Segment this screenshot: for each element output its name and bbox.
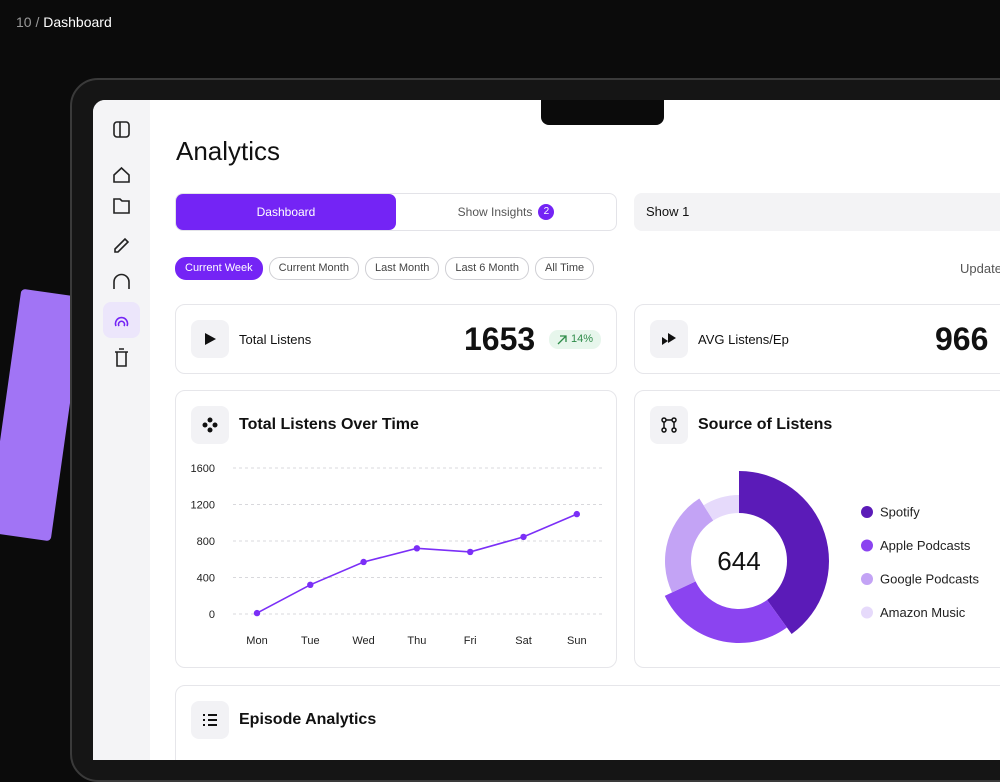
point	[253, 609, 261, 617]
stat-icon	[650, 320, 688, 358]
tab[interactable]: Dashboard	[176, 194, 396, 230]
point	[307, 581, 314, 588]
chart-icon	[650, 406, 688, 444]
stat-label: Total Listens	[239, 332, 312, 347]
page-title: Analytics	[176, 136, 281, 166]
icon-folder[interactable]	[113, 198, 130, 214]
stat-value: 966	[935, 321, 989, 357]
donut-segment	[665, 498, 714, 593]
x-tick-label: Mon	[246, 635, 267, 647]
x-tick-label: Sun	[567, 635, 587, 647]
tab[interactable]: Show Insights 2	[396, 194, 616, 230]
donut-segment	[739, 471, 829, 635]
y-tick-label: 0	[209, 609, 215, 621]
icon-home[interactable]	[113, 166, 130, 183]
tab-label: Dashboard	[256, 205, 316, 219]
point	[573, 510, 580, 518]
nodes-icon	[661, 417, 677, 433]
charts: 0 400 800 1200 1600 Mon Tue Wed Thu Fri Sat Sun Spot…	[191, 463, 980, 647]
dots-icon	[202, 417, 218, 433]
list-icon-box	[191, 701, 229, 739]
filters: Current Week Current Month Last Month Last …	[175, 257, 595, 280]
breadcrumb-number: 10	[16, 14, 32, 30]
legend-label: Amazon Music	[880, 605, 966, 620]
stat-icon	[191, 320, 229, 358]
donut-segment	[703, 495, 739, 521]
episode-title: Episode Analytics	[239, 711, 377, 728]
show-select[interactable]: Show 1	[634, 193, 1000, 231]
tabs: Dashboard Show Insights 2	[175, 193, 617, 231]
chart-icon	[191, 406, 229, 444]
x-tick-label: Tue	[301, 635, 320, 647]
notch	[541, 100, 664, 125]
point	[520, 533, 527, 541]
list-icon	[203, 714, 217, 726]
active-nav[interactable]	[103, 302, 140, 338]
breadcrumb: 10 / Dashboard	[16, 14, 112, 30]
stat-change: 14%	[549, 330, 602, 349]
filter-pill[interactable]: All Time	[534, 257, 595, 280]
stat-card: AVG Listens/Ep 966	[634, 304, 1000, 374]
donut-segment	[664, 581, 787, 643]
point	[413, 545, 421, 552]
icon-analytics	[114, 316, 129, 327]
chart-title: Source of Listens	[698, 416, 833, 433]
y-tick-label: 800	[197, 536, 215, 548]
legend-swatch	[861, 539, 873, 552]
filter-pill[interactable]: Current Week	[175, 257, 263, 280]
episode-card: Episode Analytics	[175, 685, 1000, 760]
update-label: Update	[960, 261, 1000, 276]
x-tick-label: Sat	[515, 635, 532, 647]
tab-badge: 2	[538, 204, 555, 220]
icon-trash[interactable]	[115, 348, 128, 367]
point	[467, 548, 474, 556]
legend-swatch	[861, 573, 873, 585]
tab-label: Show Insights	[457, 205, 533, 219]
legend-label: Spotify	[880, 505, 920, 520]
legend-label: Google Podcasts	[880, 572, 980, 587]
screen: Analytics Dashboard Show Insights 2 Show …	[93, 100, 1000, 760]
icon-panel[interactable]	[113, 121, 130, 138]
filter-pill[interactable]: Current Month	[268, 257, 359, 280]
x-tick-label: Wed	[352, 635, 374, 647]
page: 10 / Dashboard Analytics Dashboard Show …	[0, 14, 1000, 782]
play-icon	[205, 333, 216, 345]
trend-arrow	[557, 335, 567, 345]
y-tick-label: 1200	[191, 500, 215, 512]
stat-value: 1653	[464, 321, 536, 357]
filter-pill[interactable]: Last Month	[364, 257, 440, 280]
x-tick-label: Thu	[407, 635, 426, 647]
chart-title: Total Listens Over Time	[239, 416, 419, 433]
y-tick-label: 400	[197, 573, 215, 585]
filter-pill[interactable]: Last 6 Month	[445, 257, 529, 280]
legend-label: Apple Podcasts	[880, 538, 971, 553]
icon-pen[interactable]	[114, 237, 130, 253]
legend-swatch	[861, 506, 873, 518]
donut-total: 644	[717, 546, 760, 576]
skip-icon	[662, 333, 676, 345]
stat-label: AVG Listens/Ep	[698, 332, 789, 347]
y-tick-label: 1600	[191, 463, 215, 475]
x-tick-label: Fri	[464, 635, 477, 647]
sidebar	[93, 100, 150, 760]
line	[256, 513, 578, 614]
point	[360, 558, 367, 566]
stat-card: Total Listens 1653 14%	[175, 304, 617, 374]
legend-swatch	[861, 606, 873, 619]
breadcrumb-title: Dashboard	[43, 14, 112, 30]
breadcrumb-separator: /	[35, 14, 40, 30]
icon-headphones[interactable]	[113, 273, 130, 290]
sidebar-icons	[103, 121, 140, 367]
